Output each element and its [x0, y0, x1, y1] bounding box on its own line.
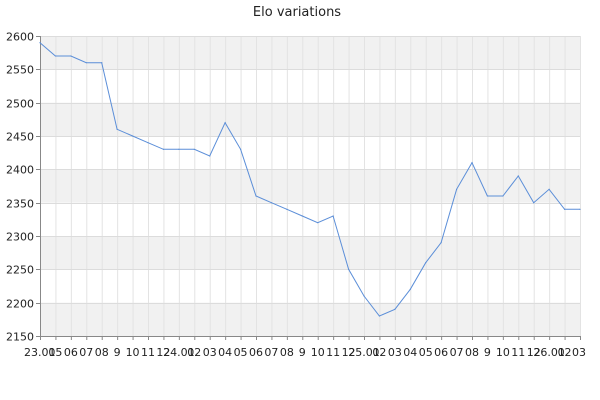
grid-band — [40, 169, 580, 203]
y-tick-label: 2500 — [6, 98, 34, 111]
data-point — [39, 42, 41, 44]
x-tick-label: 11 — [326, 346, 340, 359]
y-tick-label: 2600 — [6, 31, 34, 44]
data-point — [347, 268, 350, 270]
x-tick-label: 04 — [403, 346, 417, 359]
data-point — [563, 208, 566, 210]
x-tick-label: 10 — [126, 346, 140, 359]
data-point — [270, 202, 273, 204]
y-tick-label: 2400 — [6, 164, 34, 177]
data-point — [178, 148, 180, 150]
x-tick-label: 11 — [511, 346, 525, 359]
x-tick-label: 08 — [280, 346, 294, 359]
series-line — [39, 42, 580, 317]
data-point — [394, 308, 396, 310]
data-point — [502, 195, 504, 197]
x-tick-label: 9 — [299, 346, 306, 359]
x-tick-label: 02 — [372, 346, 386, 359]
x-tick-label: 24.01 — [163, 346, 195, 359]
y-tick-label: 2150 — [6, 331, 34, 344]
x-tick-label: 12 — [527, 346, 541, 359]
data-point — [533, 202, 535, 204]
data-point — [548, 188, 550, 190]
data-point — [332, 215, 334, 217]
x-tick-label: 12 — [156, 346, 170, 359]
x-tick-label: 07 — [450, 346, 464, 359]
data-point — [363, 295, 365, 297]
data-point — [517, 175, 519, 177]
data-point — [579, 208, 581, 210]
grid-band — [40, 36, 580, 70]
y-tick-label: 2300 — [6, 231, 34, 244]
x-tick-label: 04 — [218, 346, 232, 359]
grid-band — [40, 236, 580, 270]
x-tick-label: 9 — [114, 346, 121, 359]
y-tick-label: 2200 — [6, 298, 34, 311]
x-tick-label: 10 — [496, 346, 510, 359]
data-point — [471, 162, 473, 164]
data-point — [209, 155, 211, 157]
data-point — [378, 315, 381, 317]
x-tick-label: 05 — [419, 346, 433, 359]
x-tick-label: 12 — [342, 346, 356, 359]
x-tick-label: 06 — [434, 346, 448, 359]
x-tick-label: 26.01 — [533, 346, 565, 359]
data-point — [239, 148, 242, 150]
data-point — [425, 262, 427, 264]
x-tick-label: 08 — [95, 346, 109, 359]
data-point — [409, 288, 411, 290]
grid-band — [40, 302, 580, 336]
x-tick-label: 08 — [465, 346, 479, 359]
data-point — [54, 55, 57, 57]
x-tick-label: 06 — [64, 346, 78, 359]
data-point — [131, 135, 134, 137]
x-tick-label: 05 — [234, 346, 248, 359]
grid-band — [40, 102, 580, 136]
x-tick-label: 07 — [79, 346, 93, 359]
y-tick-label: 2450 — [6, 131, 34, 144]
y-tick-label: 2550 — [6, 64, 34, 77]
data-point — [162, 148, 165, 150]
data-point — [193, 148, 195, 150]
data-point — [224, 122, 226, 124]
x-tick-label: 03 — [388, 346, 402, 359]
data-point — [286, 208, 288, 210]
data-point — [440, 242, 442, 244]
data-point — [317, 222, 319, 224]
data-point — [70, 55, 72, 57]
x-tick-label: 02 — [558, 346, 572, 359]
data-point — [486, 195, 489, 197]
x-tick-label: 9 — [484, 346, 491, 359]
data-point — [116, 128, 118, 130]
data-point — [301, 215, 303, 217]
x-tick-label: 06 — [249, 346, 263, 359]
x-tick-label: 03 — [572, 346, 586, 359]
data-point — [255, 195, 257, 197]
x-tick-label: 10 — [311, 346, 325, 359]
x-tick-label: 25.01 — [348, 346, 380, 359]
data-point — [455, 188, 458, 190]
x-tick-label: 05 — [48, 346, 62, 359]
x-tick-label: 11 — [141, 346, 155, 359]
data-point — [147, 142, 149, 144]
y-tick-label: 2350 — [6, 198, 34, 211]
y-tick-label: 2250 — [6, 264, 34, 277]
chart-title: Elo variations — [253, 5, 341, 20]
x-tick-label: 02 — [187, 346, 201, 359]
data-point — [101, 62, 103, 64]
data-point — [85, 62, 87, 64]
x-tick-label: 23.01 — [24, 346, 56, 359]
x-tick-label: 03 — [203, 346, 217, 359]
x-tick-label: 07 — [264, 346, 278, 359]
